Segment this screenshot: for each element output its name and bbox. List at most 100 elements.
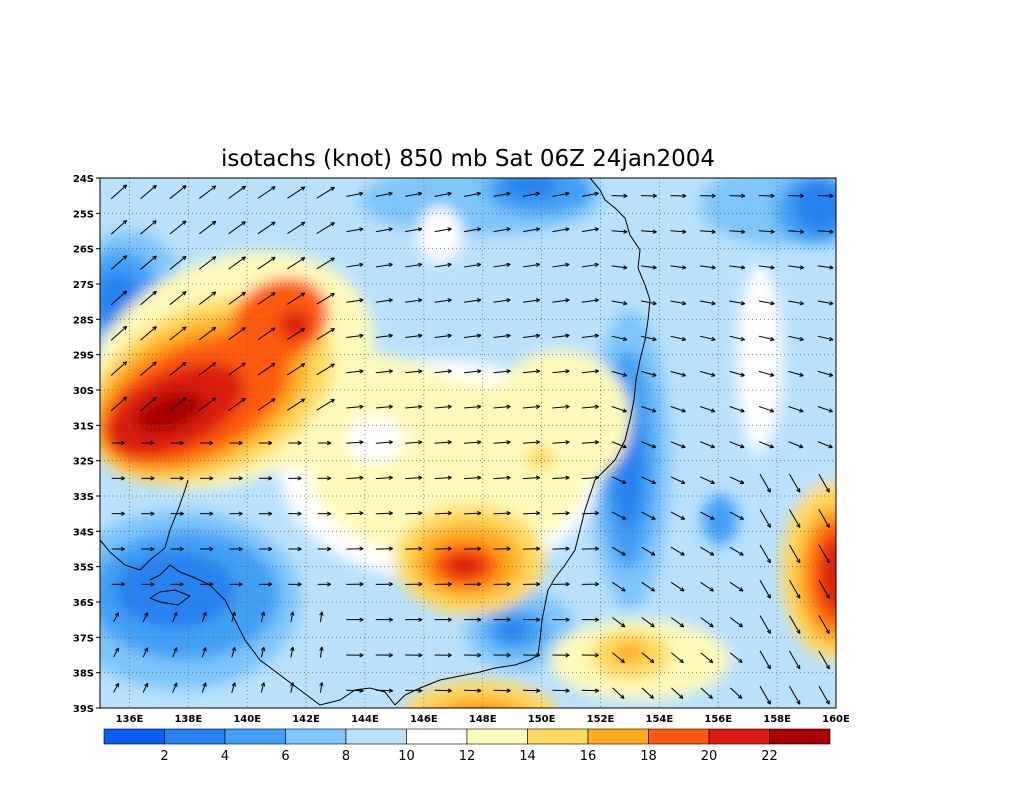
wind-vector (290, 682, 295, 693)
lon-tick-label: 136E (116, 714, 144, 725)
wind-vector (170, 440, 184, 446)
wind-vector (140, 220, 157, 235)
lat-tick-label: 36S (73, 598, 94, 609)
wind-vector (375, 688, 393, 693)
wind-vector (346, 652, 364, 658)
wind-vector (346, 688, 364, 693)
wind-vector (405, 191, 423, 197)
wind-vector (729, 335, 745, 342)
wind-vector (522, 475, 541, 480)
lat-tick-label: 32S (73, 457, 94, 468)
wind-vector (346, 511, 364, 516)
wind-vector (817, 370, 834, 377)
wind-vector (670, 581, 685, 592)
wind-vector (493, 404, 511, 409)
wind-vector (346, 440, 364, 445)
wind-vector (758, 406, 775, 413)
wind-vector (464, 581, 482, 587)
lat-tick-label: 38S (73, 669, 94, 680)
wind-vector (434, 333, 452, 338)
wind-vector (198, 397, 217, 411)
wind-vector (670, 546, 685, 556)
wind-vector (818, 544, 830, 564)
isotach-region (445, 554, 485, 578)
wind-vector (759, 473, 771, 493)
wind-vector (789, 473, 801, 493)
wind-vector (200, 440, 214, 446)
wind-vector (552, 227, 570, 233)
lat-tick-label: 30S (73, 386, 94, 397)
wind-vector (493, 546, 511, 551)
wind-vector (434, 546, 452, 551)
wind-vector (198, 326, 217, 341)
wind-vector (522, 511, 541, 516)
wind-vector (789, 544, 801, 564)
wind-vector (641, 335, 657, 342)
wind-vector (110, 219, 128, 235)
isotach-region (136, 391, 204, 433)
wind-vector (788, 229, 805, 234)
wind-vector (729, 300, 746, 306)
wind-vector (201, 611, 207, 623)
wind-vector (257, 362, 276, 376)
wind-vector (581, 404, 599, 409)
plot-frame (99, 177, 837, 709)
wind-vector (287, 257, 306, 270)
wind-vector (228, 397, 246, 411)
wind-vector (611, 335, 628, 342)
wind-vector (228, 185, 246, 199)
wind-vector (818, 579, 830, 599)
wind-vector (522, 333, 541, 338)
isotach-region (760, 420, 836, 500)
wind-vector (818, 509, 830, 528)
wind-vector (405, 546, 423, 551)
wind-vector (257, 398, 276, 411)
wind-vector (611, 511, 627, 520)
wind-vector (316, 292, 335, 305)
colorbar-swatch (466, 728, 528, 745)
wind-vector (552, 475, 570, 480)
colorbar-swatch (648, 728, 710, 745)
wind-vector (317, 476, 332, 481)
wind-vector (612, 652, 625, 664)
wind-vector (170, 511, 184, 516)
wind-vector (464, 262, 482, 268)
wind-vector (552, 546, 570, 551)
wind-vector (493, 369, 511, 374)
wind-vector (699, 406, 716, 413)
colorbar-swatch (345, 728, 407, 745)
wind-vector (493, 262, 511, 268)
wind-vector (287, 327, 306, 341)
wind-vector (228, 256, 246, 270)
wind-vector (464, 440, 482, 445)
wind-vector (493, 440, 511, 445)
wind-vector (229, 582, 243, 587)
wind-vector (229, 476, 243, 481)
wind-vector (346, 475, 364, 480)
wind-vector (260, 682, 266, 693)
wind-vector (319, 682, 324, 693)
wind-vector (141, 582, 155, 587)
wind-vector (522, 546, 541, 551)
wind-vector (729, 617, 744, 628)
wind-vector (611, 476, 627, 484)
wind-vector (641, 265, 657, 270)
wind-vector (641, 406, 657, 413)
wind-vector (375, 440, 393, 445)
wind-vector (670, 511, 686, 520)
wind-vector (200, 582, 214, 587)
wind-vector (670, 406, 686, 413)
wind-vector (172, 682, 178, 693)
wind-vector (375, 227, 393, 233)
wind-vector (611, 546, 626, 556)
wind-vectors (110, 184, 834, 705)
wind-vector (346, 617, 364, 622)
isotach-region (496, 620, 528, 640)
wind-vector (405, 511, 423, 516)
lat-tick-label: 34S (73, 527, 94, 538)
wind-vector (759, 579, 771, 599)
wind-vector (198, 256, 217, 270)
wind-vector (581, 262, 599, 268)
wind-vector (346, 546, 364, 551)
wind-vector (434, 688, 452, 693)
